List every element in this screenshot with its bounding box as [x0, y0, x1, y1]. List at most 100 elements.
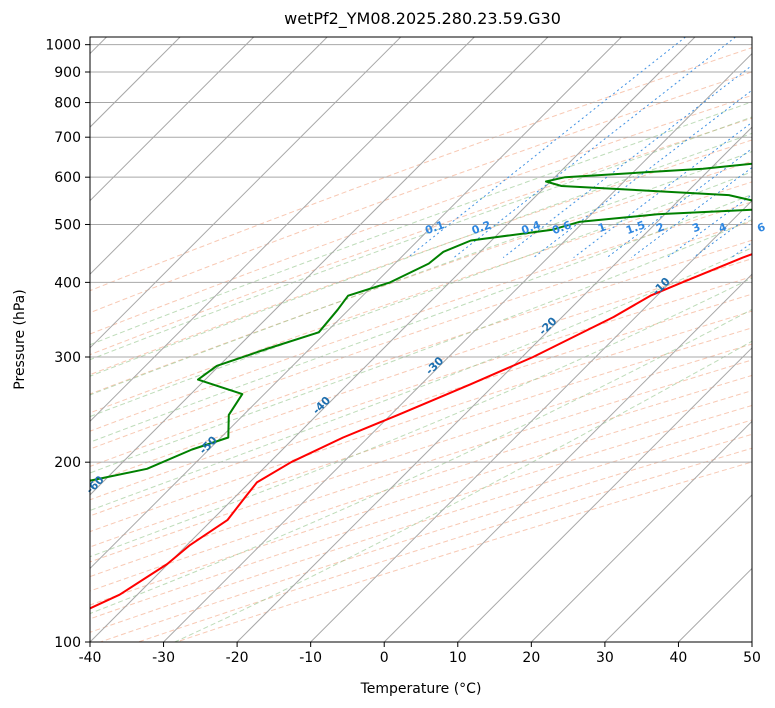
y-tick-label: 100	[54, 635, 81, 651]
mixing-ratio-label: 0.2	[470, 218, 493, 237]
mixing-ratio-label: 4	[717, 220, 729, 235]
y-tick-label: 200	[54, 455, 81, 471]
x-tick-label: -40	[79, 650, 102, 666]
isotherm-gridline	[90, 37, 402, 349]
dry-adiabat-line	[90, 239, 752, 467]
isotherm-label: -60	[83, 473, 106, 496]
y-tick-label: 500	[54, 217, 81, 233]
dry-adiabat-line	[90, 327, 752, 548]
isotherm-label: -50	[197, 433, 220, 456]
mixing-ratio-label: 0.6	[550, 218, 573, 237]
isotherm-gridline	[236, 126, 752, 642]
isotherm-gridline	[90, 37, 622, 570]
moist-adiabat-line	[90, 101, 752, 346]
isotherm-label: -30	[423, 354, 446, 377]
mixing-ratio-label: 0.1	[423, 218, 446, 237]
x-tick-label: -30	[152, 650, 175, 666]
dry-adiabat-line	[100, 433, 752, 642]
y-tick-label: 1000	[45, 38, 81, 54]
dry-adiabat-line	[90, 94, 752, 335]
mixing-ratio-line	[573, 121, 752, 258]
dry-adiabat-line	[90, 374, 752, 592]
isotherm-gridline	[310, 199, 752, 642]
mixing-ratio-line	[666, 194, 752, 259]
plot-frame	[89, 36, 753, 643]
isotherm-gridline	[678, 567, 752, 642]
dry-adiabat-line	[90, 160, 752, 395]
isotherm-gridline	[457, 347, 752, 642]
dry-adiabat-line	[90, 71, 752, 314]
isotherm-gridline	[604, 494, 752, 642]
mixing-ratio-label: 2	[654, 220, 666, 235]
dry-adiabat-line	[90, 117, 752, 356]
isotherm-gridline	[383, 273, 752, 642]
isotherm-gridline	[90, 37, 475, 423]
moist-adiabat-line	[174, 340, 752, 642]
y-tick-label: 300	[54, 350, 81, 366]
moist-adiabat-line	[90, 219, 752, 474]
moist-adiabat-line	[90, 116, 752, 361]
dry-adiabat-line	[90, 310, 752, 533]
x-tick-label: 0	[380, 650, 389, 666]
isotherm-gridline	[751, 641, 752, 642]
y-tick-label: 900	[54, 65, 81, 81]
y-tick-label: 400	[54, 275, 81, 291]
dry-adiabat-line	[90, 220, 752, 450]
moist-adiabat-line	[90, 193, 752, 443]
mixing-ratio-line	[502, 64, 752, 258]
isotherm-gridline	[90, 37, 696, 642]
mixing-ratio-label: 1.5	[624, 218, 647, 237]
chart-title: wetPf2_YM08.2025.280.23.59.G30	[284, 9, 561, 28]
x-tick-label: 20	[522, 650, 540, 666]
x-tick-label: 50	[743, 650, 761, 666]
line-labels: 0.10.20.40.611.52346810131620253036-100-…	[83, 218, 767, 496]
y-tick-label: 800	[54, 96, 81, 112]
dry-adiabat-line	[90, 293, 752, 517]
mixing-ratio-line	[407, 37, 686, 258]
x-tick-label: -20	[226, 650, 249, 666]
x-axis-label: Temperature (°C)	[360, 681, 482, 697]
x-tick-label: 10	[449, 650, 467, 666]
isotherm-label: -20	[536, 314, 559, 337]
sounding-lines	[90, 162, 752, 610]
isotherm-gridline	[163, 52, 752, 642]
mixing-ratio-label: 0.4	[520, 218, 543, 237]
mixing-ratio-line	[606, 147, 752, 258]
dry-adiabat-line	[90, 258, 752, 484]
dry-adiabat-line	[90, 390, 752, 606]
dewpoint-profile-line	[90, 162, 752, 482]
y-tick-label: 600	[54, 170, 81, 186]
background-lines	[90, 37, 752, 642]
isotherm-gridline	[90, 37, 549, 496]
temperature-profile-line	[90, 253, 752, 610]
dry-adiabat-line	[176, 461, 752, 642]
moist-adiabat-line	[90, 132, 752, 377]
x-tick-label: 40	[670, 650, 688, 666]
dry-adiabat-line	[90, 47, 752, 292]
mixing-ratio-label: 1	[596, 220, 608, 235]
dry-adiabat-line	[90, 201, 752, 432]
x-tick-label: 30	[596, 650, 614, 666]
dry-adiabat-line	[90, 404, 752, 620]
mixing-ratio-label: 3	[690, 220, 702, 235]
isotherm-gridline	[530, 420, 752, 642]
moist-adiabat-line	[90, 171, 752, 418]
dry-adiabat-line	[90, 276, 752, 501]
moist-adiabat-line	[90, 150, 752, 396]
dry-adiabat-line	[90, 419, 752, 633]
y-tick-label: 700	[54, 130, 81, 146]
isotherm-gridline	[90, 37, 255, 202]
dry-adiabat-line	[90, 343, 752, 563]
x-tick-label: -10	[299, 650, 322, 666]
dry-adiabat-line	[90, 139, 752, 376]
axes: -40 -30 -20 -10 0 10 20 30 40 50 100 200 300 400 500 60…	[12, 38, 761, 697]
dry-adiabat-line	[90, 359, 752, 578]
mixing-ratio-label: 6	[755, 220, 767, 235]
isotherm-gridline	[90, 37, 328, 275]
y-axis-label: Pressure (hPa)	[12, 289, 28, 389]
dry-adiabat-line	[90, 181, 752, 414]
moist-adiabat-line	[90, 247, 752, 512]
moist-adiabat-line	[90, 277, 752, 558]
